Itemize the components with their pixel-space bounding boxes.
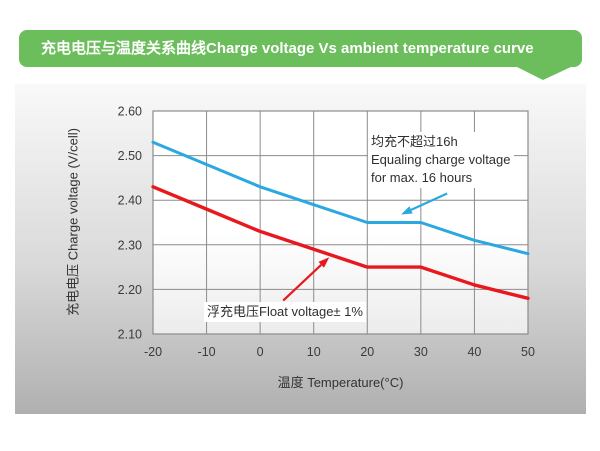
- x-axis-title: 温度 Temperature(°C): [277, 375, 404, 390]
- title-banner: 充电电压与温度关系曲线Charge voltage Vs ambient tem…: [19, 30, 582, 67]
- banner-tail: [515, 66, 573, 80]
- annotation-float-voltage: 浮充电压Float voltage± 1%: [204, 302, 366, 322]
- annotation-equalize-charge: 均充不超过16h Equaling charge voltage for max…: [368, 132, 514, 188]
- banner-title-text: 充电电压与温度关系曲线Charge voltage Vs ambient tem…: [41, 40, 534, 57]
- y-axis-title: 充电电压 Charge voltage (V/cell): [65, 128, 81, 316]
